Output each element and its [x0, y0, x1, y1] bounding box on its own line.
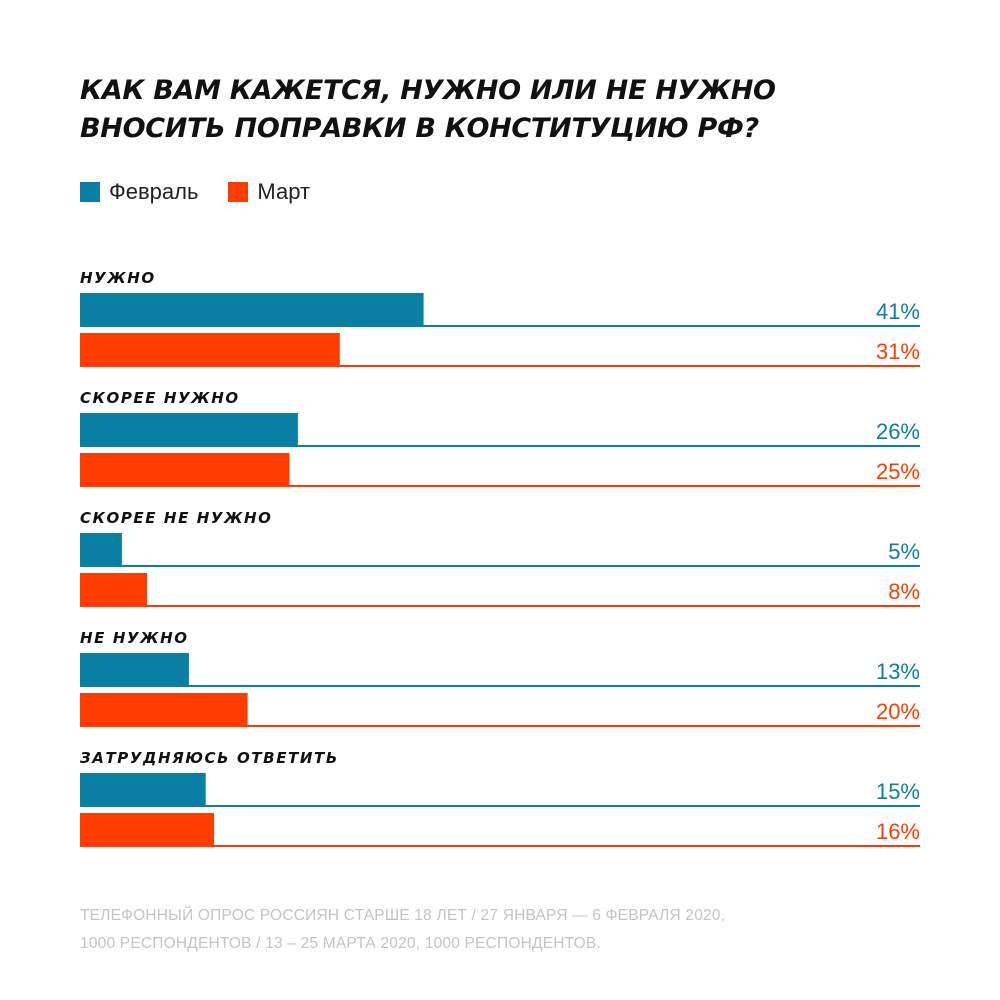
- value-label: 26%: [876, 419, 920, 444]
- footnote-line-1: ТЕЛЕФОННЫЙ ОПРОС РОССИЯН СТАРШЕ 18 ЛЕТ /…: [80, 907, 726, 924]
- value-label: 20%: [876, 699, 920, 724]
- category-label: СКОРЕЕ НУЖНО: [80, 389, 240, 407]
- value-label: 16%: [876, 819, 920, 844]
- bar-february: [80, 533, 122, 567]
- footnote: ТЕЛЕФОННЫЙ ОПРОС РОССИЯН СТАРШЕ 18 ЛЕТ /…: [80, 902, 940, 958]
- legend-label-march: Март: [257, 179, 311, 204]
- value-label: 25%: [876, 459, 920, 484]
- value-label: 13%: [876, 659, 920, 684]
- value-label: 15%: [876, 779, 920, 804]
- chart-title-line-2: ВНОСИТЬ ПОПРАВКИ В КОНСТИТУЦИЮ РФ?: [80, 113, 759, 144]
- chart-title: КАК ВАМ КАЖЕТСЯ, НУЖНО ИЛИ НЕ НУЖНО ВНОС…: [80, 72, 840, 148]
- bar-february: [80, 653, 189, 687]
- bar-march: [80, 333, 340, 367]
- chart-title-line-1: КАК ВАМ КАЖЕТСЯ, НУЖНО ИЛИ НЕ НУЖНО: [80, 75, 776, 106]
- value-label: 41%: [876, 299, 920, 324]
- value-label: 8%: [888, 579, 920, 604]
- category-label: ЗАТРУДНЯЮСЬ ОТВЕТИТЬ: [80, 749, 339, 767]
- bar-march: [80, 693, 248, 727]
- bar-march: [80, 813, 215, 847]
- value-label: 5%: [888, 539, 920, 564]
- category-label: НЕ НУЖНО: [80, 629, 189, 647]
- bar-march: [80, 573, 148, 607]
- footnote-line-2: 1000 РЕСПОНДЕНТОВ / 13 – 25 МАРТА 2020, …: [80, 935, 601, 952]
- bar-february: [80, 773, 206, 807]
- legend-item-february: Февраль: [80, 179, 198, 205]
- legend-swatch-march: [228, 182, 249, 202]
- legend-label-february: Февраль: [109, 179, 199, 204]
- category-label: НУЖНО: [80, 269, 156, 287]
- bar-february: [80, 293, 424, 327]
- value-label: 31%: [876, 339, 920, 364]
- legend-item-march: Март: [228, 179, 310, 205]
- bar-february: [80, 413, 298, 447]
- legend-swatch-february: [80, 182, 100, 202]
- bar-march: [80, 453, 290, 487]
- category-label: СКОРЕЕ НЕ НУЖНО: [80, 509, 273, 527]
- chart-legend: Февраль Март: [80, 178, 340, 206]
